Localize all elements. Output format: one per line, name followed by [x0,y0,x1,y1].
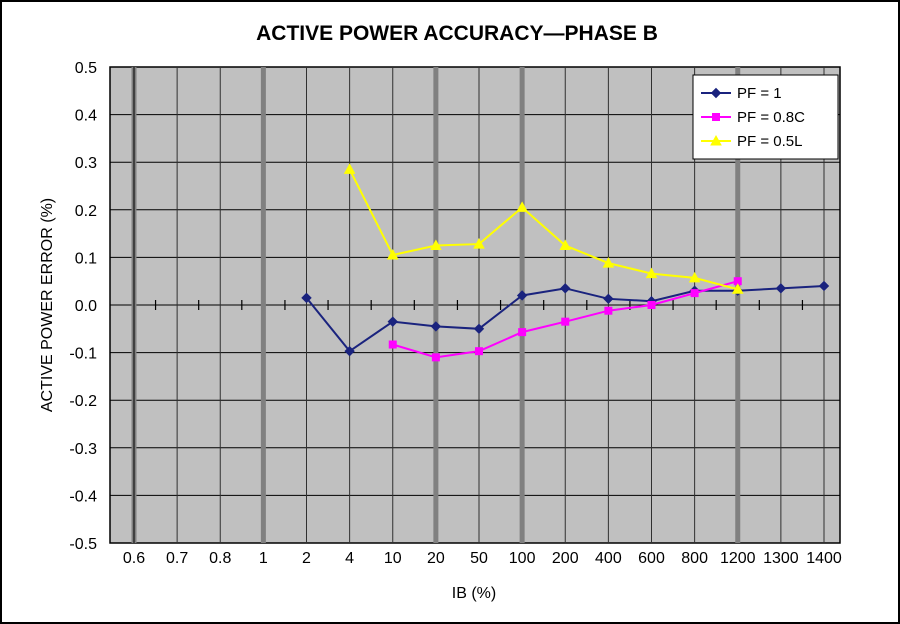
chart-title: ACTIVE POWER ACCURACY—PHASE B [256,22,658,45]
x-tick-label: 100 [509,550,536,567]
x-tick-label: 1 [259,550,268,567]
x-axis-label: IB (%) [452,585,496,602]
y-tick-label: -0.5 [69,536,97,553]
x-tick-labels: 0.6 0.7 0.8 1 2 4 10 20 50 100 200 400 600 800 1200 130… [123,550,842,567]
data-point [475,347,483,356]
data-point [430,239,442,250]
y-tick-label: 0.4 [75,108,97,125]
x-tick-label: 20 [427,550,445,567]
y-tick-label: 0.0 [75,298,97,315]
data-point [473,323,485,335]
data-point [387,316,398,327]
data-point [431,353,440,362]
y-tick-label: 0.5 [75,60,97,77]
data-point [561,317,570,326]
x-tick-label: 0.6 [123,550,145,567]
x-tick-label: 2 [302,550,311,567]
data-point [560,283,571,294]
y-tick-label: 0.3 [75,155,97,172]
x-tick-label: 0.8 [209,550,231,567]
data-point [690,289,699,298]
y-axis-label: ACTIVE POWER ERROR (%) [39,198,56,412]
data-point [518,328,527,337]
data-point [516,201,528,212]
data-point [712,113,720,121]
legend-label: PF = 1 [737,85,782,102]
data-point [818,280,830,292]
grid-lines [110,67,840,543]
zero-axis [154,300,804,310]
x-tick-label: 400 [595,550,622,567]
legend: PF = 1 PF = 0.8C PF = 0.5L [692,74,839,160]
y-tick-label: -0.4 [69,488,97,505]
x-tick-label: 1400 [806,550,842,567]
data-point [473,238,485,249]
x-tick-label: 1300 [763,550,799,567]
series-line [348,168,739,291]
data-point [388,340,397,349]
data-point [775,283,787,294]
data-point [430,321,442,332]
data-point [516,290,528,301]
x-tick-label: 4 [345,550,354,567]
y-tick-label: 0.1 [75,250,97,267]
data-point [604,306,613,315]
x-tick-label: 0.7 [166,550,188,567]
x-tick-label: 1200 [720,550,756,567]
data-point [602,257,615,268]
y-tick-label: -0.3 [69,441,97,458]
data-point [710,134,722,146]
data-point [386,248,399,260]
data-point [688,271,701,283]
data-point [647,301,656,309]
x-tick-label: 800 [681,550,708,567]
x-tick-label: 10 [384,550,402,567]
y-tick-labels: 0.5 0.4 0.3 0.2 0.1 0.0 -0.1 -0.2 -0.3 -0.4 -0.5 [69,60,97,553]
data-point [603,293,614,305]
data-point [301,292,312,304]
y-tick-label: 0.2 [75,203,97,220]
data-point [645,267,658,279]
data-point [559,239,572,250]
data-point [344,345,355,357]
x-tick-label: 200 [552,550,579,567]
data-point [343,163,356,174]
data-point [731,283,744,294]
y-tick-label: -0.2 [69,393,97,410]
legend-label: PF = 0.5L [737,133,802,150]
x-tick-label: 600 [638,550,665,567]
x-tick-label: 50 [470,550,488,567]
data-point [710,87,722,99]
legend-label: PF = 0.8C [737,109,805,126]
series-layer [301,163,830,362]
y-tick-label: -0.1 [69,346,97,363]
